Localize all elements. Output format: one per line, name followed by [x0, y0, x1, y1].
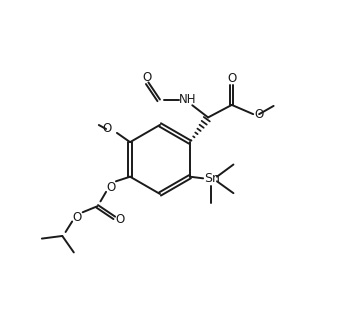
Text: O: O	[102, 123, 111, 135]
Text: O: O	[106, 181, 115, 194]
Text: Sn: Sn	[204, 172, 220, 185]
Text: O: O	[72, 211, 82, 224]
Text: O: O	[227, 72, 237, 85]
Text: O: O	[143, 71, 152, 84]
Text: NH: NH	[179, 93, 196, 106]
Text: O: O	[115, 213, 125, 226]
Text: O: O	[255, 108, 264, 121]
